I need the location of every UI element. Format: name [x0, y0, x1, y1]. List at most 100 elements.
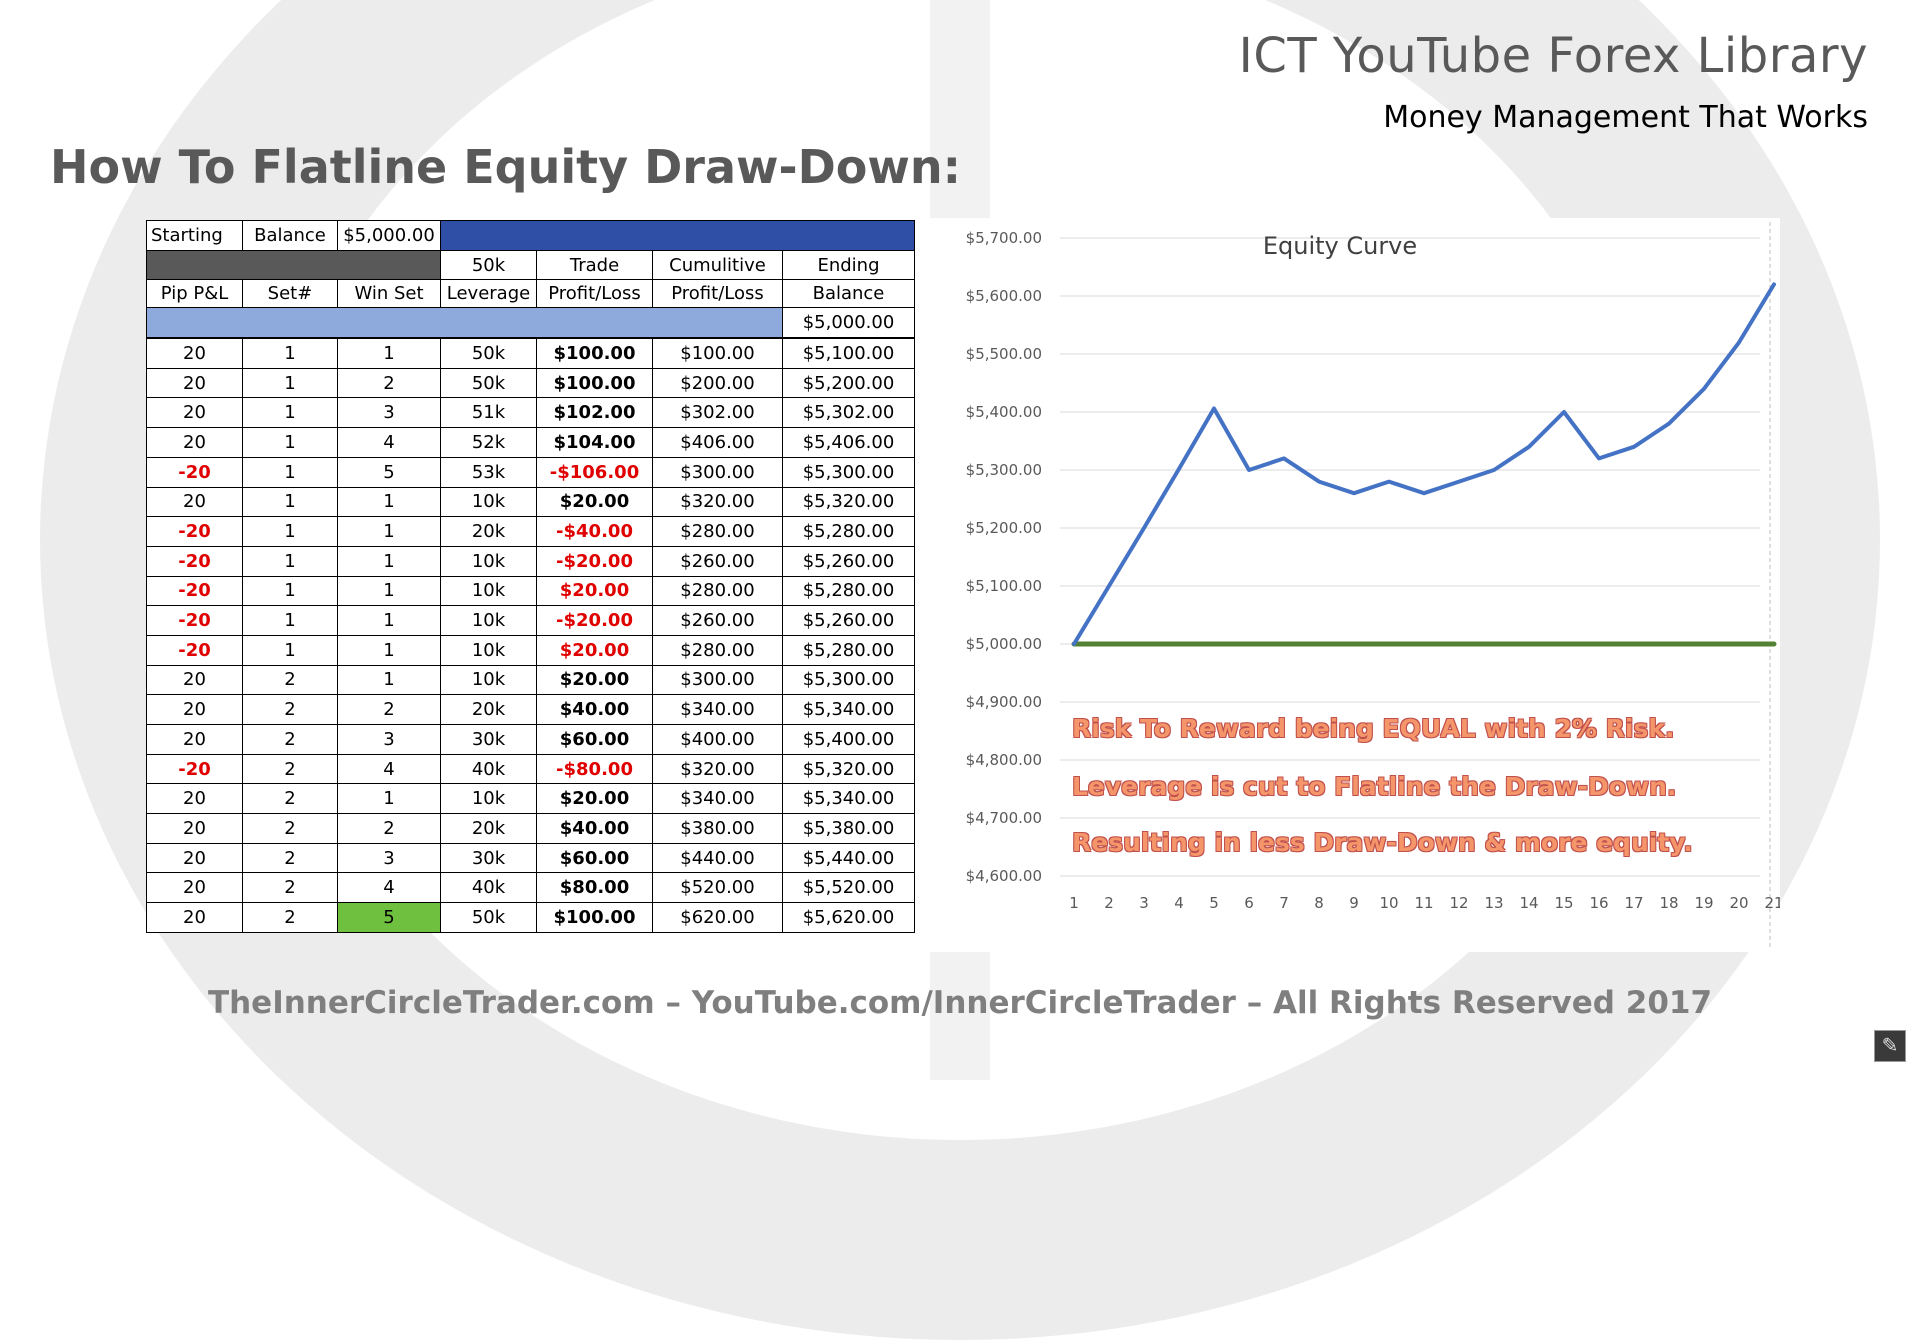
note-line-2: Leverage is cut to Flatline the Draw-Dow… [1072, 772, 1677, 801]
leverage-cell: 40k [440, 753, 537, 785]
y-tick-label: $5,500.00 [966, 345, 1042, 363]
leverage-cell: 10k [440, 605, 537, 636]
trade-pl-cell: $104.00 [536, 427, 653, 458]
trade-pl-cell: $60.00 [536, 842, 653, 874]
set-cell: 2 [242, 664, 338, 696]
win-set-cell: 1 [337, 545, 441, 577]
corner-icon[interactable]: ✎ [1874, 1030, 1906, 1062]
cumulative-pl-cell: $320.00 [652, 753, 783, 785]
win-set-cell: 2 [337, 694, 441, 725]
trade-pl-cell: -$106.00 [536, 456, 653, 488]
y-tick-label: $5,700.00 [966, 229, 1042, 247]
pip-cell: 20 [146, 367, 243, 399]
ending-balance-cell: $5,440.00 [782, 842, 915, 874]
pip-cell: -20 [146, 753, 243, 785]
y-tick-label: $5,100.00 [966, 577, 1042, 595]
cumulative-pl-cell: $520.00 [652, 872, 783, 904]
trade-pl-cell: $100.00 [536, 902, 653, 933]
ending-balance-cell: $5,302.00 [782, 397, 915, 429]
cumulative-pl-cell: $260.00 [652, 545, 783, 577]
win-set-cell: 4 [337, 872, 441, 904]
cumulative-pl-cell: $340.00 [652, 694, 783, 725]
leverage-cell: 10k [440, 486, 537, 518]
set-cell: 2 [242, 842, 338, 874]
set-cell: 2 [242, 902, 338, 933]
ending-balance-cell: $5,300.00 [782, 456, 915, 488]
set-cell: 2 [242, 753, 338, 785]
cumulative-pl-cell: $380.00 [652, 813, 783, 844]
table-row: -20 1 1 10k -$20.00 $260.00 $5,260.00 [146, 545, 915, 577]
trade-pl-cell: $40.00 [536, 813, 653, 844]
chart-svg: $4,600.00 $4,700.00 $4,800.00 $4,900.00 $5,0… [966, 222, 1780, 948]
set-cell: 2 [242, 724, 338, 755]
set-cell: 1 [242, 545, 338, 577]
table-row: -20 1 5 53k -$106.00 $300.00 $5,300.00 [146, 456, 915, 488]
ending-header-bottom: Balance [782, 279, 915, 309]
cumulative-pl-cell: $280.00 [652, 634, 783, 666]
equity-chart: $4,600.00 $4,700.00 $4,800.00 $4,900.00 $5,0… [920, 218, 1780, 952]
win-set-cell: 2 [337, 367, 441, 399]
cumulative-pl-cell: $406.00 [652, 427, 783, 458]
leverage-cell: 10k [440, 783, 537, 815]
table-row: 20 2 5 50k $100.00 $620.00 $5,620.00 [146, 902, 915, 933]
pip-cell: 20 [146, 783, 243, 815]
ending-balance-cell: $5,280.00 [782, 634, 915, 666]
cumulative-pl-cell: $200.00 [652, 367, 783, 399]
y-tick-label: $5,400.00 [966, 403, 1042, 421]
brand-subtitle: Money Management That Works [1383, 100, 1868, 135]
leverage-cell: 10k [440, 634, 537, 666]
leverage-cell: 30k [440, 724, 537, 755]
pip-cell: 20 [146, 486, 243, 518]
ending-balance-cell: $5,620.00 [782, 902, 915, 933]
slide-heading: How To Flatline Equity Draw-Down: [50, 140, 961, 194]
cumulative-header-bottom: Profit/Loss [652, 279, 783, 309]
table-row: 20 1 1 50k $100.00 $100.00 $5,100.00 [146, 337, 915, 369]
pip-cell: 20 [146, 337, 243, 369]
table-row: 20 2 2 20k $40.00 $380.00 $5,380.00 [146, 813, 915, 844]
win-set-cell: 1 [337, 634, 441, 666]
x-tick-label: 15 [1554, 894, 1573, 912]
set-cell: 1 [242, 634, 338, 666]
pip-cell: 20 [146, 427, 243, 458]
table-row: 20 2 3 30k $60.00 $400.00 $5,400.00 [146, 724, 915, 755]
pip-cell: 20 [146, 842, 243, 874]
ending-balance-cell: $5,340.00 [782, 783, 915, 815]
set-cell: 1 [242, 397, 338, 429]
leverage-cell: 20k [440, 694, 537, 725]
win-set-cell: 4 [337, 753, 441, 785]
pip-cell: 20 [146, 397, 243, 429]
x-tick-label: 6 [1244, 894, 1254, 912]
x-tick-label: 2 [1104, 894, 1114, 912]
win-set-cell: 1 [337, 605, 441, 636]
x-tick-label: 20 [1729, 894, 1748, 912]
cumulative-pl-cell: $302.00 [652, 397, 783, 429]
win-set-cell: 1 [337, 516, 441, 547]
win-set-cell: 5 [337, 902, 441, 933]
pip-cell: 20 [146, 694, 243, 725]
leverage-header-bottom: Leverage [440, 279, 537, 309]
ending-header-top: Ending [782, 249, 915, 281]
x-tick-label: 14 [1519, 894, 1538, 912]
cumulative-pl-cell: $280.00 [652, 516, 783, 547]
x-tick-label: 4 [1174, 894, 1184, 912]
set-cell: 1 [242, 516, 338, 547]
x-tick-label: 18 [1659, 894, 1678, 912]
ending-balance-cell: $5,280.00 [782, 516, 915, 547]
ending-balance-cell: $5,320.00 [782, 486, 915, 518]
leverage-cell: 30k [440, 842, 537, 874]
initial-band [146, 307, 783, 339]
ending-balance-cell: $5,320.00 [782, 753, 915, 785]
equity-table: Starting Balance $5,000.00 50k Trade Cum… [146, 220, 915, 933]
cumulative-pl-cell: $280.00 [652, 575, 783, 607]
win-set-cell: 1 [337, 337, 441, 369]
pip-cell: 20 [146, 664, 243, 696]
trade-pl-cell: $20.00 [536, 664, 653, 696]
trade-pl-cell: $60.00 [536, 724, 653, 755]
trade-pl-cell: -$40.00 [536, 516, 653, 547]
x-tick-label: 17 [1624, 894, 1643, 912]
set-cell: 1 [242, 456, 338, 488]
win-set-cell: 1 [337, 486, 441, 518]
table-row: 20 2 1 10k $20.00 $300.00 $5,300.00 [146, 664, 915, 696]
x-tick-label: 10 [1379, 894, 1398, 912]
ending-balance-cell: $5,300.00 [782, 664, 915, 696]
